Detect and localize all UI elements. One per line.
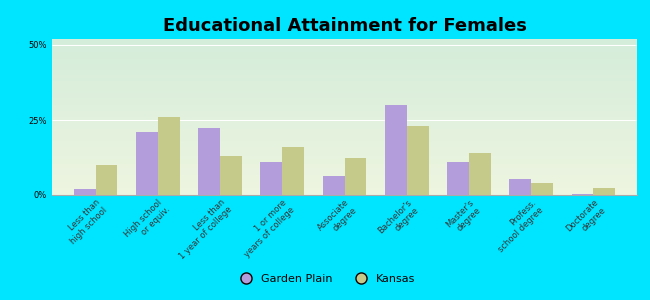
Bar [261,162,282,195]
Bar [407,126,428,195]
Bar [510,178,531,195]
Bar [198,128,220,195]
Bar [220,156,242,195]
Bar [136,132,158,195]
Bar [469,153,491,195]
Bar [322,176,344,195]
Bar [282,147,304,195]
Bar [571,194,593,195]
Legend: Garden Plain, Kansas: Garden Plain, Kansas [230,270,420,288]
Bar [96,165,118,195]
Bar [158,117,179,195]
Bar [74,189,96,195]
Bar [385,105,407,195]
Bar [531,183,553,195]
Bar [344,158,367,195]
Bar [593,188,615,195]
Bar [447,162,469,195]
Title: Educational Attainment for Females: Educational Attainment for Females [162,17,526,35]
